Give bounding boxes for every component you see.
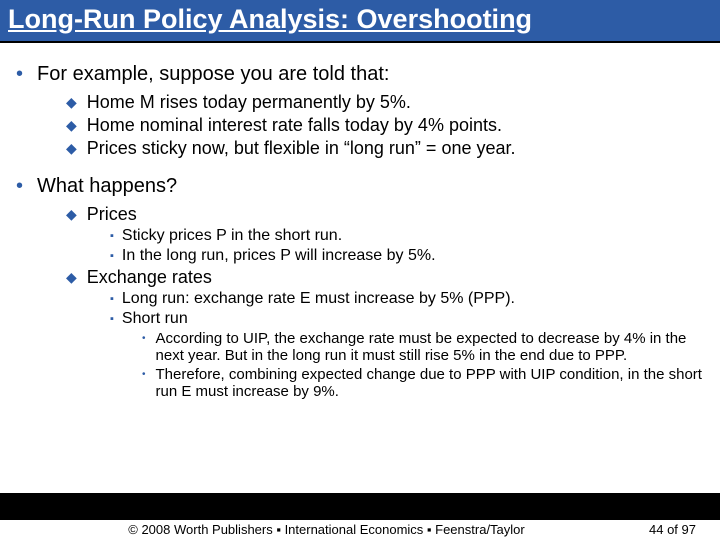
square-icon: ▪ <box>110 227 114 245</box>
bullet-level1: • For example, suppose you are told that… <box>14 63 706 86</box>
square-icon: ▪ <box>110 310 114 328</box>
copyright-text: © 2008 Worth Publishers ▪ International … <box>24 522 629 537</box>
bullet-text: Short run <box>122 310 188 328</box>
bullet-level2: ◆ Exchange rates <box>66 267 706 288</box>
bullet-level2: ◆ Prices <box>66 204 706 225</box>
bullet-level1: • What happens? <box>14 175 706 198</box>
slide-footer: © 2008 Worth Publishers ▪ International … <box>0 518 720 540</box>
bullet-level4: • Therefore, combining expected change d… <box>142 366 706 400</box>
bullet-level3: ▪ Long run: exchange rate E must increas… <box>110 290 706 308</box>
bullet-text: What happens? <box>37 175 177 198</box>
bullet-text: Prices sticky now, but flexible in “long… <box>87 138 516 159</box>
diamond-icon: ◆ <box>66 92 77 112</box>
bullet-dot: • <box>142 366 146 383</box>
slide-content: • For example, suppose you are told that… <box>0 43 720 493</box>
slide-title: Long-Run Policy Analysis: Overshooting <box>0 0 720 43</box>
bullet-text: Home nominal interest rate falls today b… <box>87 115 502 136</box>
bullet-level4: • According to UIP, the exchange rate mu… <box>142 330 706 364</box>
bullet-text: In the long run, prices P will increase … <box>122 247 436 265</box>
diamond-icon: ◆ <box>66 267 77 287</box>
diamond-icon: ◆ <box>66 115 77 135</box>
bullet-level2: ◆ Home M rises today permanently by 5%. <box>66 92 706 113</box>
bullet-dot: • <box>142 330 146 347</box>
square-icon: ▪ <box>110 290 114 308</box>
bullet-level3: ▪ Short run <box>110 310 706 328</box>
diamond-icon: ◆ <box>66 204 77 224</box>
bullet-text: Long run: exchange rate E must increase … <box>122 290 515 308</box>
bullet-text: Prices <box>87 204 137 225</box>
bullet-text: Therefore, combining expected change due… <box>156 366 706 400</box>
bullet-text: According to UIP, the exchange rate must… <box>156 330 706 364</box>
page-number: 44 of 97 <box>649 522 696 537</box>
bullet-text: Exchange rates <box>87 267 212 288</box>
bullet-level3: ▪ Sticky prices P in the short run. <box>110 227 706 245</box>
bullet-text: For example, suppose you are told that: <box>37 63 389 86</box>
bullet-level2: ◆ Prices sticky now, but flexible in “lo… <box>66 138 706 159</box>
bullet-level2: ◆ Home nominal interest rate falls today… <box>66 115 706 136</box>
bullet-text: Home M rises today permanently by 5%. <box>87 92 411 113</box>
bullet-dot: • <box>16 175 23 198</box>
bullet-level3: ▪ In the long run, prices P will increas… <box>110 247 706 265</box>
square-icon: ▪ <box>110 247 114 265</box>
bullet-text: Sticky prices P in the short run. <box>122 227 342 245</box>
diamond-icon: ◆ <box>66 138 77 158</box>
bullet-dot: • <box>16 63 23 86</box>
